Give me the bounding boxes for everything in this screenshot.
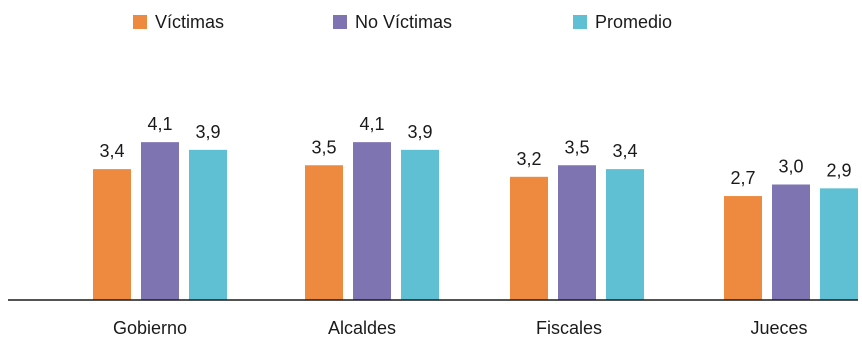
value-label-jueces-series-3: 2,9 bbox=[826, 160, 851, 180]
bar-fiscales-series-2 bbox=[558, 165, 596, 300]
category-labels-group: Gobierno Alcaldes Fiscales Jueces bbox=[113, 318, 808, 337]
legend-swatch-1 bbox=[133, 15, 147, 29]
value-label-alcaldes-series-1: 3,5 bbox=[311, 137, 336, 157]
bar-alcaldes-series-1 bbox=[305, 165, 343, 300]
bar-jueces-series-3 bbox=[820, 188, 858, 300]
value-label-jueces-series-2: 3,0 bbox=[778, 157, 803, 177]
bar-jueces-series-2 bbox=[772, 184, 810, 300]
legend: Víctimas No Víctimas Promedio bbox=[133, 12, 672, 32]
value-label-jueces-series-1: 2,7 bbox=[730, 168, 755, 188]
bar-gobierno-series-1 bbox=[93, 169, 131, 300]
bar-jueces-series-1 bbox=[724, 196, 762, 300]
legend-label-3: Promedio bbox=[595, 12, 672, 32]
value-label-fiscales-series-2: 3,5 bbox=[564, 137, 589, 157]
value-label-alcaldes-series-2: 4,1 bbox=[359, 114, 384, 134]
value-label-gobierno-series-2: 4,1 bbox=[147, 114, 172, 134]
bar-alcaldes-series-3 bbox=[401, 149, 439, 300]
bar-gobierno-series-2 bbox=[141, 142, 179, 300]
category-label-jueces: Jueces bbox=[750, 318, 807, 337]
legend-label-1: Víctimas bbox=[155, 12, 224, 32]
bar-gobierno-series-3 bbox=[189, 149, 227, 300]
category-label-gobierno: Gobierno bbox=[113, 318, 187, 337]
legend-label-2: No Víctimas bbox=[355, 12, 452, 32]
value-labels-group: 3,4 4,1 3,9 3,5 4,1 3,9 3,2 3,5 3,4 2,7 3,0 2,9 bbox=[99, 114, 851, 188]
category-label-fiscales: Fiscales bbox=[536, 318, 602, 337]
bar-alcaldes-series-2 bbox=[353, 142, 391, 300]
legend-swatch-2 bbox=[333, 15, 347, 29]
value-label-alcaldes-series-3: 3,9 bbox=[407, 122, 432, 142]
bar-fiscales-series-3 bbox=[606, 169, 644, 300]
value-label-fiscales-series-3: 3,4 bbox=[612, 141, 637, 161]
bars-group bbox=[93, 142, 858, 300]
category-label-alcaldes: Alcaldes bbox=[328, 318, 396, 337]
value-label-gobierno-series-1: 3,4 bbox=[99, 141, 124, 161]
value-label-gobierno-series-3: 3,9 bbox=[195, 122, 220, 142]
value-label-fiscales-series-1: 3,2 bbox=[516, 149, 541, 169]
legend-swatch-3 bbox=[573, 15, 587, 29]
bar-fiscales-series-1 bbox=[510, 176, 548, 300]
